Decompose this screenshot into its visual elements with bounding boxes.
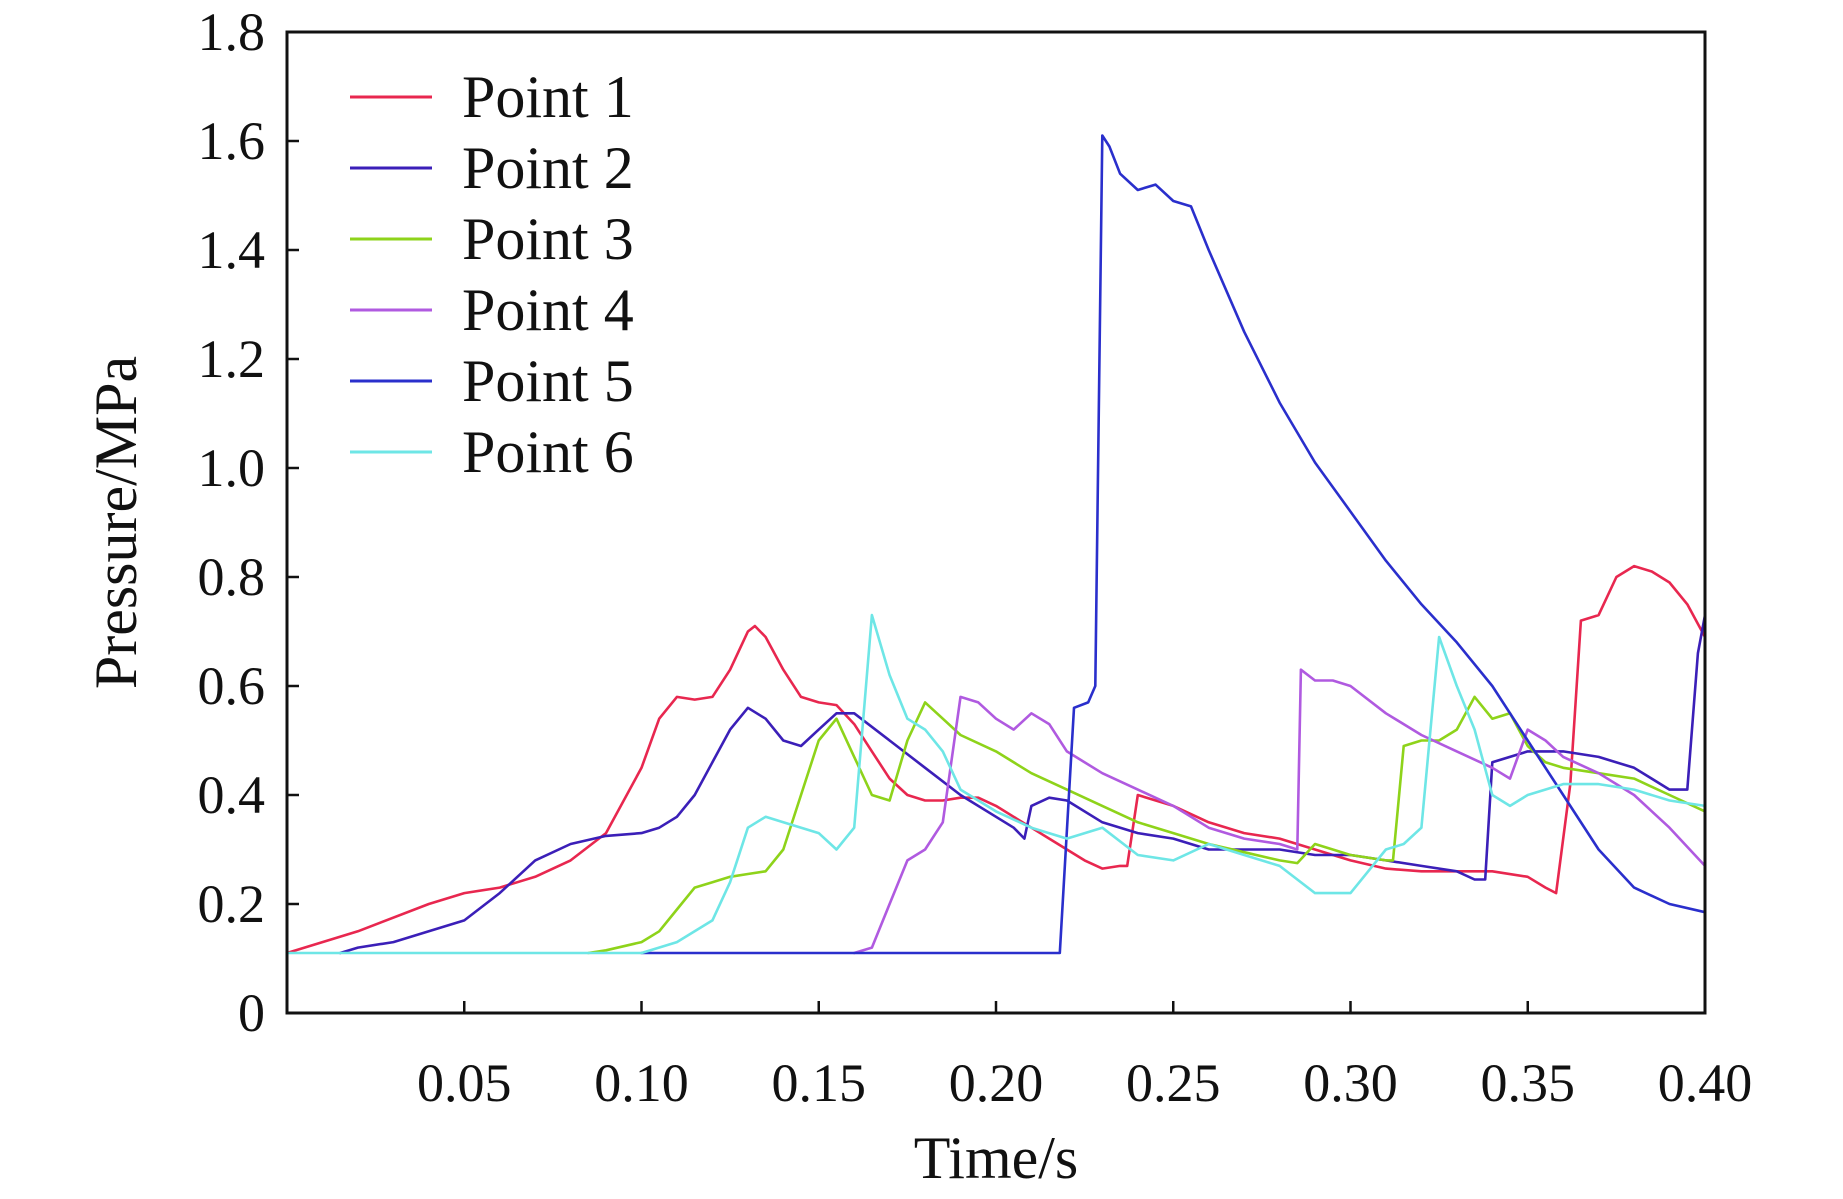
legend-label-point-2: Point 2 bbox=[462, 135, 634, 201]
legend-label-point-6: Point 6 bbox=[462, 419, 634, 485]
y-tick-label: 0.8 bbox=[198, 547, 266, 607]
series-line-point-3 bbox=[587, 695, 1707, 955]
x-tick-label: 0.40 bbox=[1658, 1053, 1753, 1113]
y-tick-label: 0.6 bbox=[198, 656, 266, 716]
y-tick-label: 1.0 bbox=[198, 438, 266, 498]
x-tick-label: 0.25 bbox=[1126, 1053, 1221, 1113]
series-line-point-4 bbox=[852, 668, 1707, 955]
x-tick-label: 0.30 bbox=[1303, 1053, 1398, 1113]
y-tick-label: 0 bbox=[238, 983, 265, 1043]
legend-label-point-4: Point 4 bbox=[462, 277, 634, 343]
x-tick-label: 0.10 bbox=[594, 1053, 689, 1113]
series-line-point-2 bbox=[338, 613, 1707, 955]
y-tick-label: 0.4 bbox=[198, 765, 266, 825]
legend-label-point-1: Point 1 bbox=[462, 64, 634, 130]
ticks-layer: 0.05 0.10 0.15 0.20 0.25 0.30 0.35 0.40 0 0.2 0.4 0… bbox=[198, 2, 1753, 1113]
y-tick-label: 1.2 bbox=[198, 329, 266, 389]
y-tick-label: 0.2 bbox=[198, 874, 266, 934]
series-line-point-6 bbox=[285, 613, 1707, 955]
y-tick-label: 1.4 bbox=[198, 220, 266, 280]
x-axis-label: Time/s bbox=[914, 1125, 1079, 1191]
legend-label-point-5: Point 5 bbox=[462, 348, 634, 414]
y-tick-label: 1.8 bbox=[198, 2, 266, 62]
x-tick-label: 0.35 bbox=[1481, 1053, 1576, 1113]
x-tick-label: 0.20 bbox=[949, 1053, 1044, 1113]
x-tick-label: 0.15 bbox=[772, 1053, 867, 1113]
legend-label-point-3: Point 3 bbox=[462, 206, 634, 272]
series-layer bbox=[285, 134, 1707, 955]
y-tick-label: 1.6 bbox=[198, 111, 266, 171]
x-tick-label: 0.05 bbox=[417, 1053, 512, 1113]
series-line-point-1 bbox=[285, 564, 1707, 955]
y-axis-label: Pressure/MPa bbox=[83, 356, 149, 689]
series-line-point-5 bbox=[640, 134, 1707, 955]
